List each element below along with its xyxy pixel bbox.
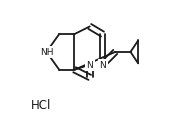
- Text: HCl: HCl: [31, 98, 52, 111]
- Text: N: N: [86, 61, 93, 70]
- Text: NH: NH: [40, 48, 53, 57]
- Text: N: N: [99, 61, 106, 70]
